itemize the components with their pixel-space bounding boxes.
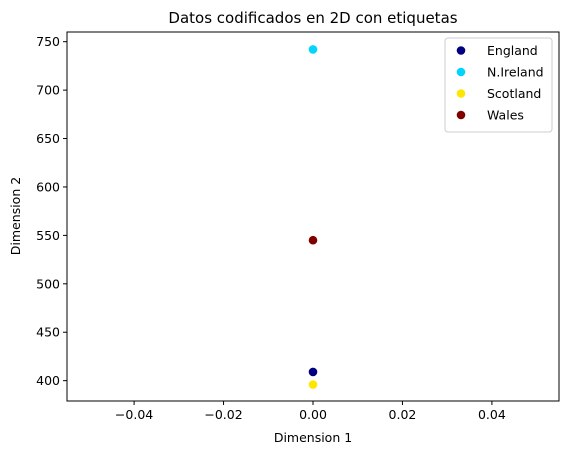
x-tick-label: −0.04 <box>115 407 153 422</box>
y-tick-label: 500 <box>36 276 60 291</box>
data-points <box>308 45 318 389</box>
y-tick-label: 450 <box>36 325 60 340</box>
legend-marker-england <box>456 46 466 55</box>
data-point-england <box>308 367 318 377</box>
y-tick-label: 700 <box>36 83 60 98</box>
legend-marker-n-ireland <box>456 67 466 77</box>
legend-marker-scotland <box>456 89 466 98</box>
x-axis: −0.04 −0.02 0.00 0.02 0.04 <box>115 401 506 422</box>
legend-label-scotland: Scotland <box>487 86 541 101</box>
legend: England N.Ireland Scotland Wales <box>444 37 553 133</box>
y-axis-label: Dimension 2 <box>8 177 23 255</box>
data-point-scotland <box>308 380 318 389</box>
legend-label-england: England <box>487 43 538 58</box>
data-point-n-ireland <box>308 45 318 54</box>
y-tick-label: 550 <box>36 228 60 243</box>
y-tick-label: 750 <box>36 34 60 49</box>
x-tick-label: 0.04 <box>478 407 506 422</box>
y-axis: 400 450 500 550 600 650 700 750 <box>36 34 67 388</box>
x-tick-label: 0.02 <box>389 407 417 422</box>
legend-label-wales: Wales <box>487 108 524 123</box>
x-tick-label: −0.02 <box>204 407 242 422</box>
legend-marker-wales <box>456 110 466 120</box>
x-axis-label: Dimension 1 <box>274 430 352 445</box>
legend-box <box>444 37 553 133</box>
y-tick-label: 600 <box>36 179 60 194</box>
data-point-wales <box>308 235 318 245</box>
x-tick-label: 0.00 <box>299 407 327 422</box>
y-tick-label: 650 <box>36 131 60 146</box>
chart-title: Datos codificados en 2D con etiquetas <box>168 9 457 27</box>
legend-label-n-ireland: N.Ireland <box>487 65 544 80</box>
y-tick-label: 400 <box>36 373 60 388</box>
